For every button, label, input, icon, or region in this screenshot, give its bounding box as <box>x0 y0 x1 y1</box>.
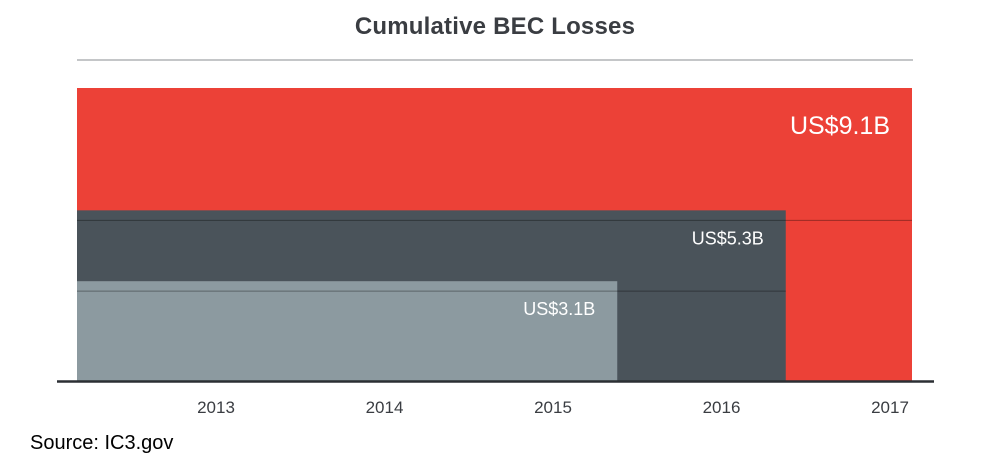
x-tick-labels: 2013 2014 2015 2016 2017 <box>197 398 909 417</box>
labels-layer: US$9.1B US$5.3B US$3.1B <box>523 112 890 319</box>
x-tick-label-2017: 2017 <box>871 398 909 417</box>
data-label-2015: US$3.1B <box>523 299 595 319</box>
x-tick-label-2013: 2013 <box>197 398 235 417</box>
bar-2015 <box>77 281 618 381</box>
x-tick-label-2014: 2014 <box>366 398 404 417</box>
chart-title: Cumulative BEC Losses <box>354 13 636 40</box>
x-tick-label-2016: 2016 <box>703 398 741 417</box>
source-note: Source: IC3.gov <box>30 432 174 454</box>
bars-layer <box>77 88 912 381</box>
data-label-2016: US$5.3B <box>692 228 764 248</box>
data-label-2017: US$9.1B <box>790 112 890 140</box>
x-tick-label-2015: 2015 <box>534 398 572 417</box>
